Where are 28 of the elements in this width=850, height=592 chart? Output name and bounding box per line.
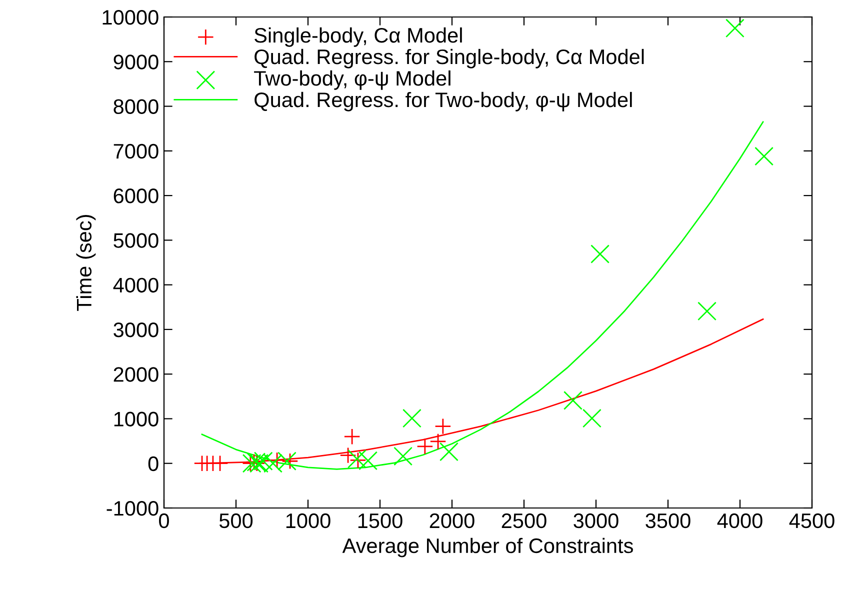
y-tick-label: 2000 xyxy=(114,367,158,382)
x-tick-label: 0 xyxy=(159,513,169,528)
legend-label: Quad. Regress. for Two-body, φ-ψ Model xyxy=(254,92,632,112)
x-tick-label: 2500 xyxy=(502,513,546,528)
y-tick-label: 10000 xyxy=(102,10,158,25)
legend-label: Two-body, φ-ψ Model xyxy=(254,70,450,90)
x-tick-label: 2000 xyxy=(430,513,474,528)
y-tick-label: 8000 xyxy=(114,99,158,114)
x-tick-label: 3500 xyxy=(646,513,690,528)
x-tick-label: 4000 xyxy=(717,513,762,528)
x-tick-label: 500 xyxy=(219,513,253,528)
legend-label: Single-body, Cα Model xyxy=(254,27,462,47)
y-tick-label: 4000 xyxy=(113,278,158,293)
y-axis-title: Time (sec) xyxy=(76,214,96,311)
x-tick-label: 1000 xyxy=(286,513,330,528)
y-tick-label: 1000 xyxy=(114,412,158,426)
x-tick-label: 4500 xyxy=(789,513,834,528)
y-tick-label: 5000 xyxy=(114,233,158,248)
y-tick-label: 0 xyxy=(148,456,158,472)
y-tick-label: 9000 xyxy=(114,54,158,70)
y-tick-label: 6000 xyxy=(114,188,158,204)
y-tick-label: 3000 xyxy=(114,322,158,338)
y-tick-label: -1000 xyxy=(106,501,158,516)
x-tick-label: 3000 xyxy=(574,513,618,528)
x-axis-title: Average Number of Constraints xyxy=(342,538,633,558)
legend-label: Quad. Regress. for Single-body, Cα Model xyxy=(254,48,644,68)
x-tick-label: 1500 xyxy=(358,513,402,528)
y-tick-label: 7000 xyxy=(114,144,158,159)
